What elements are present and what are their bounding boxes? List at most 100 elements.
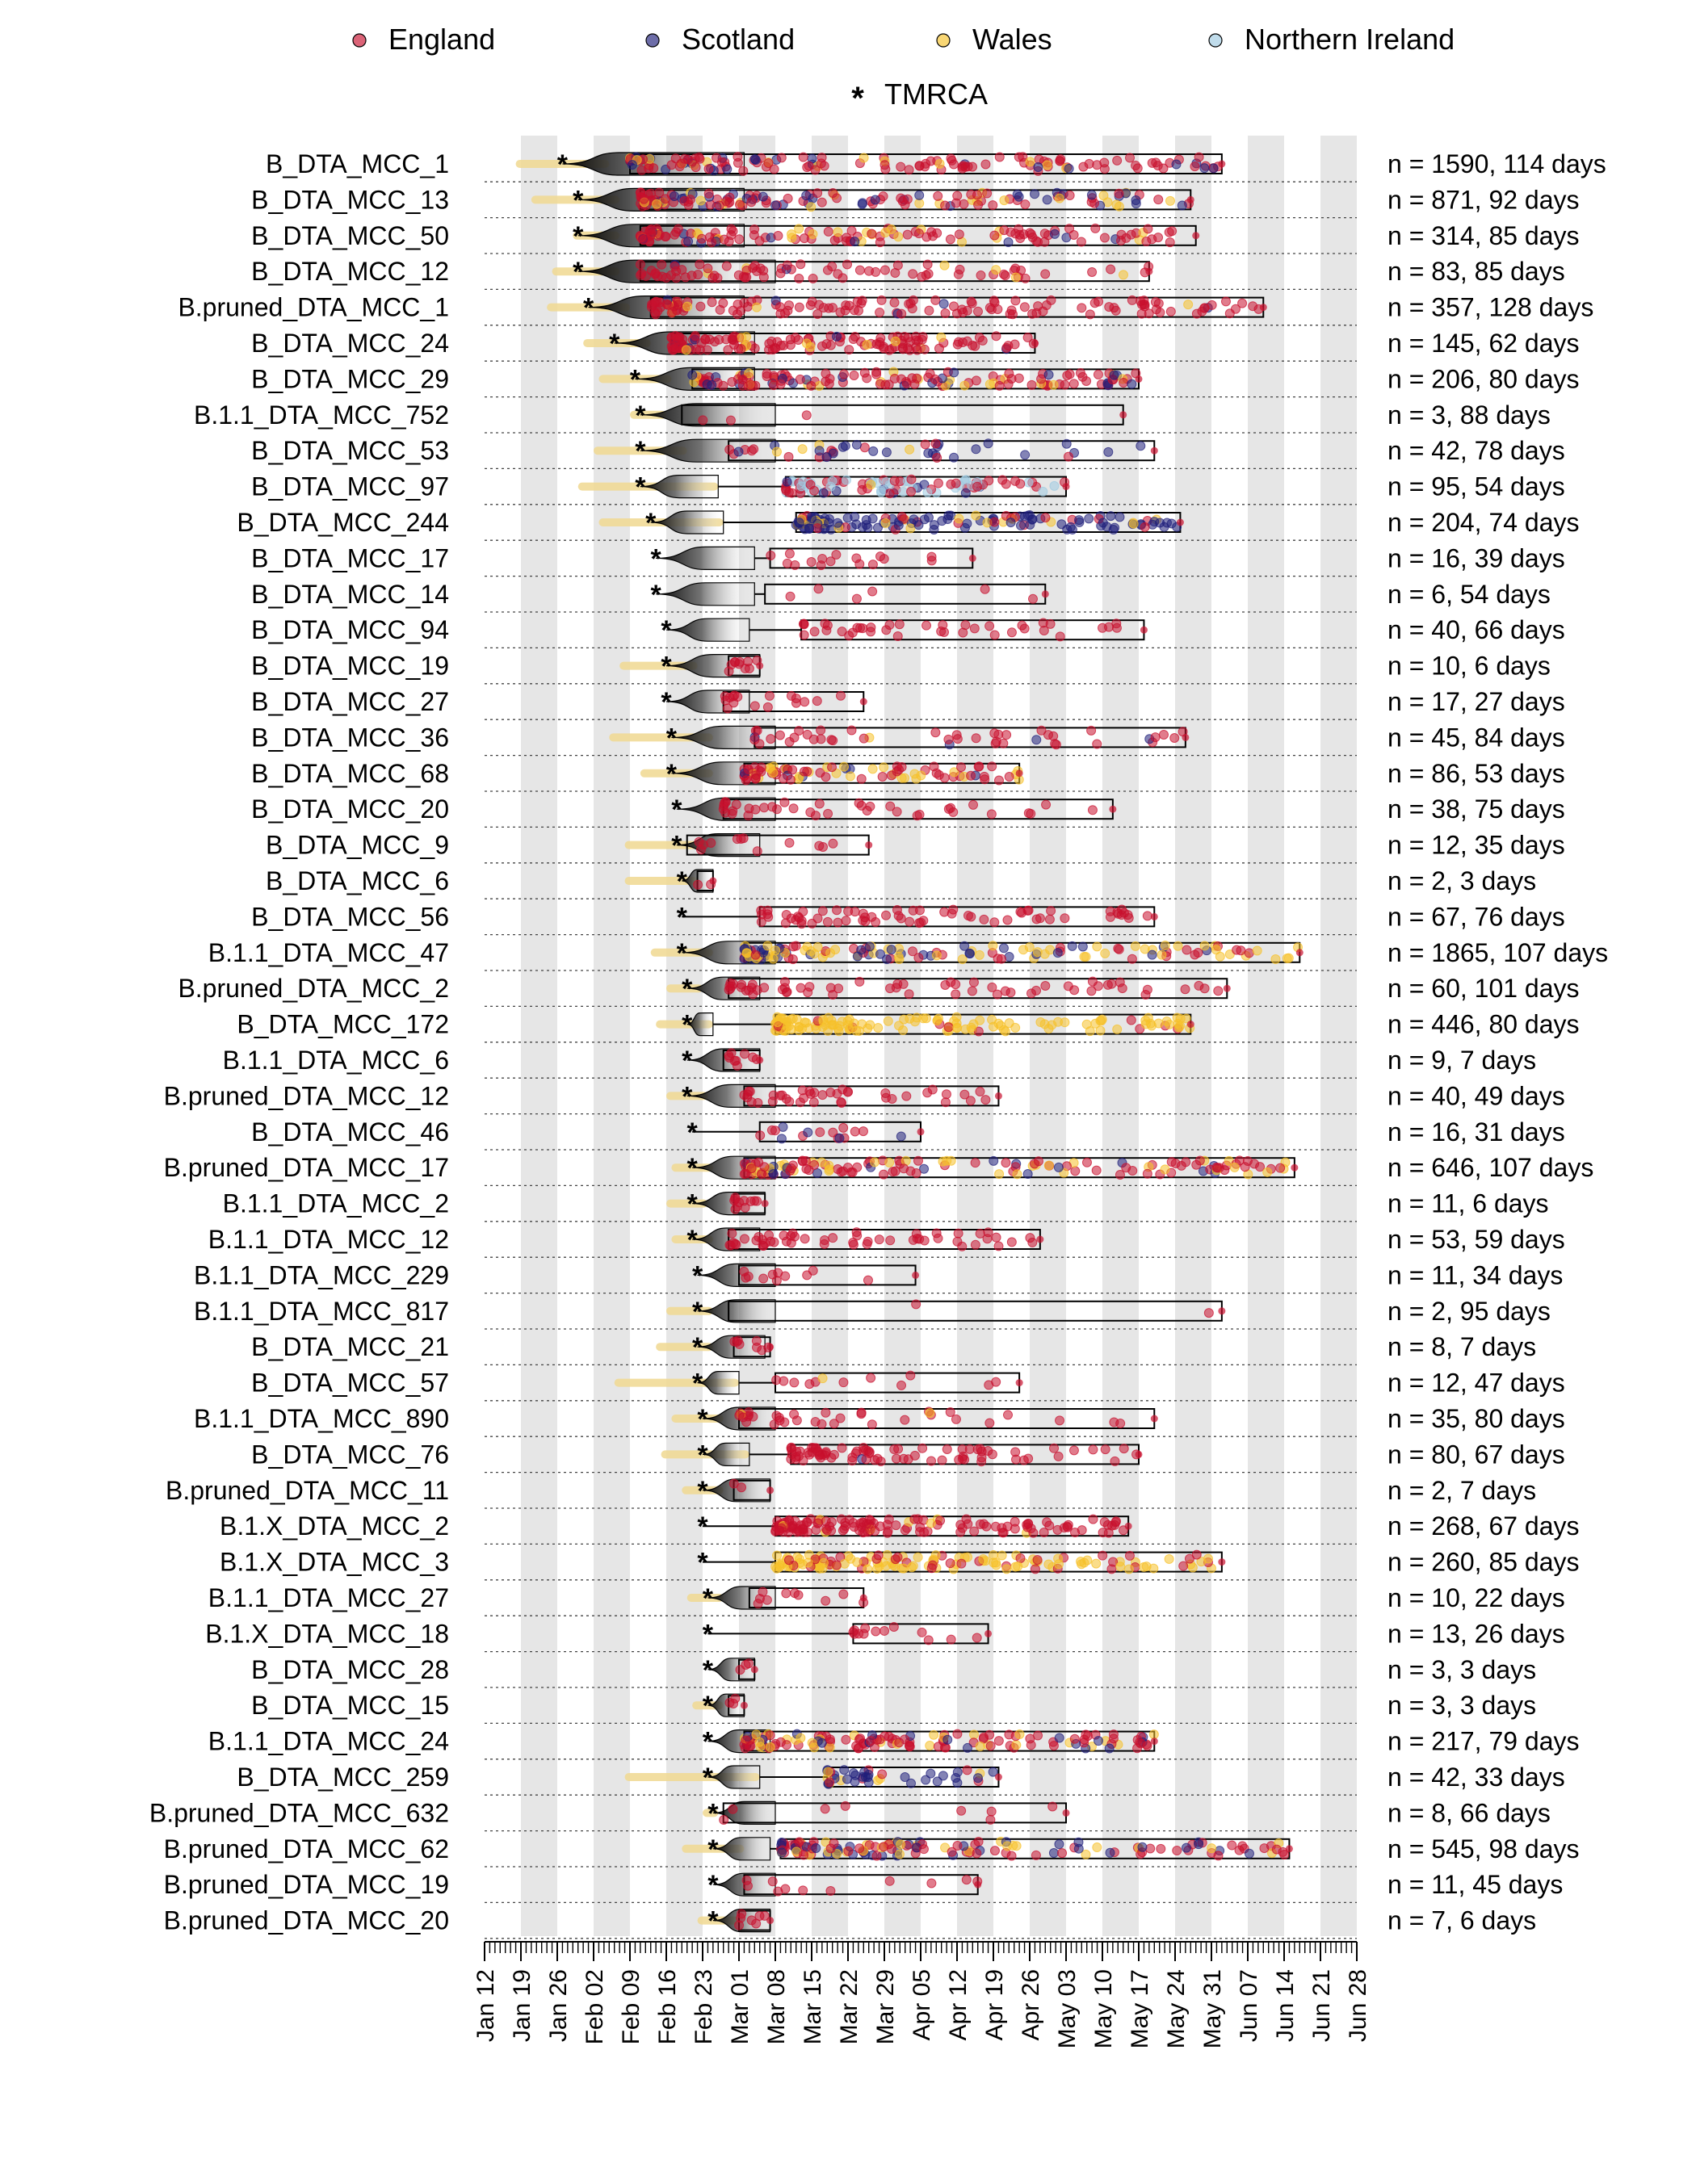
sample-point [749, 735, 760, 745]
sample-point [1109, 1417, 1119, 1427]
sample-point [972, 481, 982, 492]
sample-point [857, 198, 867, 208]
tmrca-marker: * [573, 257, 584, 287]
sample-point [832, 331, 842, 342]
sample-point [905, 523, 916, 534]
sample-point [1081, 952, 1091, 962]
sample-point [679, 195, 690, 206]
sample-point [695, 153, 705, 164]
sample-point [768, 954, 779, 964]
lineage-row: B.1.X_DTA_MCC_18 n = 13, 26 days * [205, 1619, 1565, 1653]
sample-point [1158, 163, 1169, 174]
sample-point [1234, 1845, 1245, 1855]
sample-point [825, 1777, 835, 1788]
sample-point [956, 762, 967, 773]
sample-point [919, 1163, 930, 1174]
sample-point [1043, 1160, 1054, 1171]
lineage-label: B_DTA_MCC_53 [251, 436, 449, 465]
legend-label: Northern Ireland [1245, 23, 1455, 56]
sample-point [881, 910, 892, 920]
sample-point [731, 799, 741, 810]
sample-point [984, 1418, 995, 1428]
sample-point [796, 1733, 806, 1743]
sample-point [821, 772, 831, 782]
tmrca-density [707, 1765, 761, 1789]
lineage-label: B_DTA_MCC_57 [251, 1369, 449, 1398]
sample-point [952, 1729, 963, 1739]
sample-point [838, 1525, 848, 1536]
sample-point [948, 301, 959, 312]
lineage-summary: n = 646, 107 days [1387, 1153, 1593, 1182]
sample-point [728, 979, 738, 989]
sample-point [706, 837, 716, 848]
sample-point [842, 259, 853, 270]
sample-point [1017, 908, 1027, 918]
sample-point [1150, 446, 1158, 455]
sample-point [1012, 1169, 1022, 1180]
sample-point [936, 626, 947, 636]
sample-point [942, 1444, 952, 1455]
sample-point [766, 551, 776, 561]
sample-point [1041, 590, 1049, 598]
sample-point [1003, 379, 1014, 389]
sample-point [838, 1377, 849, 1388]
sample-point [917, 1443, 928, 1453]
sample-point [989, 917, 1000, 928]
sample-point [888, 1622, 899, 1633]
sample-point [1033, 161, 1043, 172]
sample-point [863, 1275, 873, 1285]
sample-point [1227, 1840, 1237, 1851]
sample-point [996, 954, 1006, 964]
sample-point [726, 224, 737, 234]
sample-point [837, 1017, 847, 1027]
legend-label: TMRCA [884, 78, 988, 111]
sample-point [789, 1409, 800, 1419]
sample-point [733, 343, 744, 354]
sample-point [821, 452, 832, 463]
sample-point [1026, 1740, 1036, 1750]
lineage-label: B.pruned_DTA_MCC_62 [164, 1834, 449, 1863]
sample-point [863, 1564, 873, 1574]
sample-point [1001, 510, 1011, 521]
sample-point [848, 1239, 858, 1250]
sample-point [714, 200, 724, 211]
lineage-row: B.pruned_DTA_MCC_12 n = 40, 49 days * [164, 1081, 1565, 1115]
sample-point [1147, 234, 1157, 245]
tick-label: Apr 19 [981, 1969, 1008, 2040]
sample-point [893, 1444, 904, 1454]
sample-point [892, 905, 902, 916]
sample-point [1147, 949, 1157, 960]
sample-point [1279, 1849, 1290, 1859]
sample-point [894, 765, 905, 775]
sample-point [782, 476, 792, 487]
sample-point [879, 1625, 890, 1636]
sample-point [781, 1588, 791, 1599]
sample-point [957, 954, 968, 965]
lineage-row: B_DTA_MCC_46 n = 16, 31 days * [251, 1117, 1565, 1151]
lineage-row: B_DTA_MCC_259 n = 42, 33 days * [237, 1763, 1565, 1796]
sample-point [984, 621, 995, 631]
sample-point [813, 584, 824, 594]
sample-point [1068, 1445, 1079, 1456]
sample-point [877, 1769, 888, 1779]
lineage-row: B.1.1_DTA_MCC_27 n = 10, 22 days * [208, 1583, 1565, 1616]
legend-label: Scotland [682, 23, 795, 56]
sample-point [905, 1741, 915, 1751]
sample-point [832, 1849, 842, 1859]
sample-point [1038, 486, 1048, 497]
sample-point [754, 1737, 765, 1747]
sample-point [827, 762, 838, 773]
lineage-row: B.pruned_DTA_MCC_62 n = 545, 98 days * [164, 1834, 1580, 1868]
sample-point [750, 154, 761, 165]
sample-point [972, 190, 982, 200]
sample-point [1121, 233, 1131, 243]
sample-point [858, 1528, 868, 1538]
sample-point [1025, 228, 1035, 238]
sample-point [1085, 309, 1095, 320]
sample-point [859, 1594, 867, 1602]
tick-label: Feb 02 [581, 1969, 608, 2044]
sample-point [1194, 980, 1204, 991]
sample-point [1218, 1558, 1226, 1566]
tmrca-marker: * [671, 794, 682, 825]
sample-point [707, 273, 718, 283]
